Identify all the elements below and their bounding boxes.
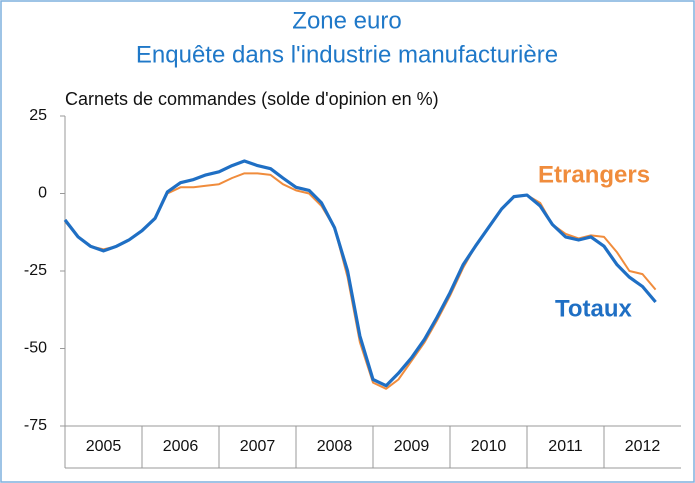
chart-subtitle: Enquête dans l'industrie manufacturière [136, 41, 558, 68]
x-tick-label: 2011 [548, 438, 583, 455]
chart-title: Zone euro [292, 7, 401, 34]
x-tick-label: 2005 [86, 438, 122, 455]
y-tick-label: -25 [24, 262, 47, 279]
x-tick-label: 2008 [317, 438, 353, 455]
y-tick-label: 25 [29, 107, 47, 124]
x-tick-label: 2009 [394, 438, 430, 455]
x-tick-label: 2007 [240, 438, 276, 455]
y-tick-label: -75 [24, 417, 47, 434]
series-line [63, 159, 657, 388]
legend-label: Etrangers [538, 161, 650, 188]
x-tick-label: 2010 [471, 438, 507, 455]
y-axis-label: Carnets de commandes (solde d'opinion en… [65, 89, 439, 109]
x-tick-label: 2006 [163, 438, 199, 455]
y-tick-label: -50 [24, 340, 47, 357]
x-tick-label: 2012 [625, 438, 661, 455]
legend-label: Totaux [555, 295, 633, 322]
y-tick-label: 0 [38, 185, 47, 202]
